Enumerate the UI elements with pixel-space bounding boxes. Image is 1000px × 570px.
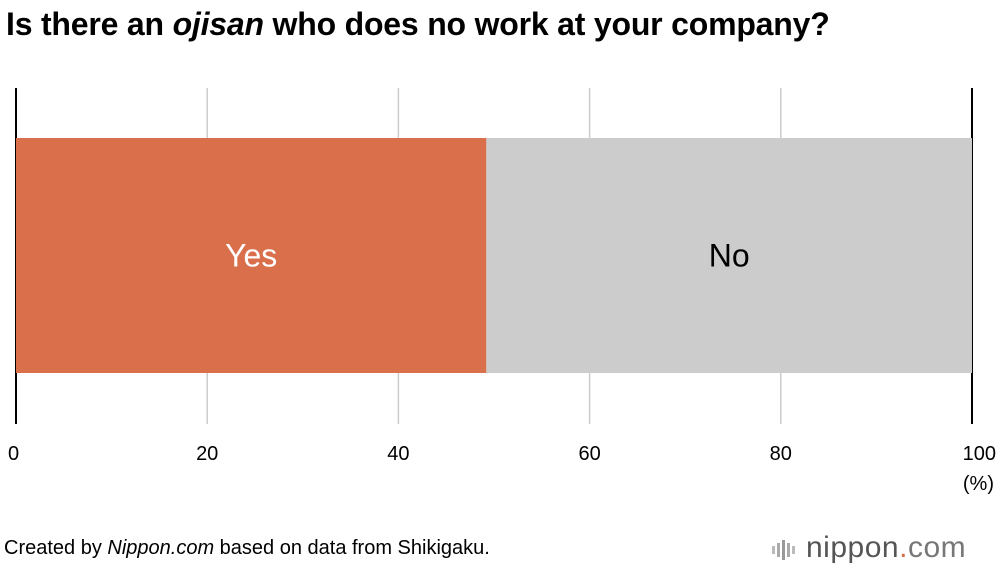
source-emphasis: Nippon.com xyxy=(107,537,215,559)
chart-title: Is there an ojisan who does no work at y… xyxy=(6,6,830,43)
logo-name: nippon xyxy=(806,531,900,564)
x-tick-label-0: 0 xyxy=(8,443,19,465)
source-note: Created by Nippon.com based on data from… xyxy=(4,537,490,560)
bar-layer: Yes No xyxy=(16,138,972,373)
tick-layer: 0 20 40 60 80 100 xyxy=(8,443,996,465)
title-before: Is there an xyxy=(6,6,173,42)
title-after: who does no work at your company? xyxy=(263,6,830,42)
x-tick-label-60: 60 xyxy=(578,443,600,465)
x-tick-label-80: 80 xyxy=(770,443,792,465)
source-after: based on data from Shikigaku. xyxy=(214,537,490,559)
logo-dot: . xyxy=(899,531,908,564)
x-axis-unit: (%) xyxy=(963,473,994,495)
x-tick-label-100: 100 xyxy=(963,443,996,465)
x-tick-label-40: 40 xyxy=(387,443,409,465)
bar-segment-yes xyxy=(16,138,487,373)
nippon-bars-icon xyxy=(772,540,795,561)
logo-suffix: com xyxy=(907,531,967,564)
stacked-bar-chart: Yes No 0 20 40 60 80 100 (%) xyxy=(8,88,996,495)
nippon-logo[interactable]: nippon.com xyxy=(772,531,966,565)
source-before: Created by xyxy=(4,537,108,559)
bar-segment-no xyxy=(486,138,972,373)
segment-label-no: No xyxy=(709,238,750,274)
title-emphasis: ojisan xyxy=(172,6,264,42)
x-tick-label-20: 20 xyxy=(196,443,218,465)
segment-label-yes: Yes xyxy=(225,238,277,274)
